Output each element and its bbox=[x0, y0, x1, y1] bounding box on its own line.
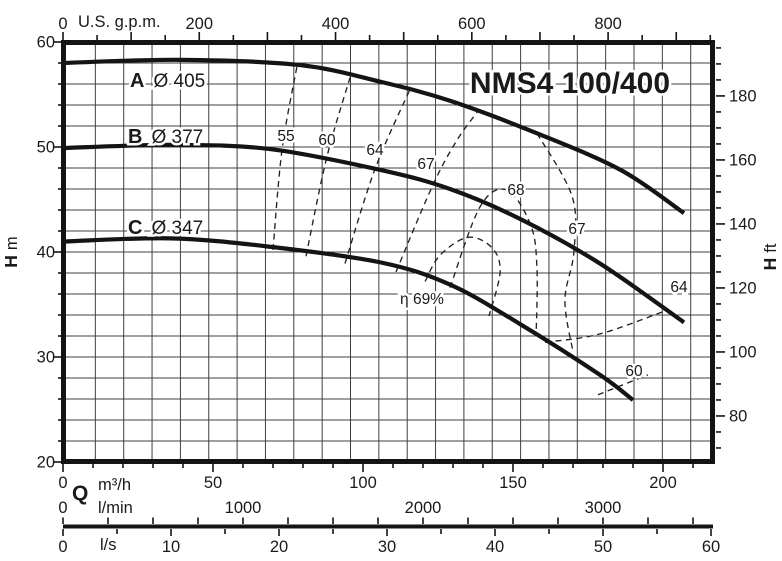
efficiency-contour bbox=[424, 236, 501, 317]
right-tick-label: 160 bbox=[729, 151, 757, 169]
axis-bottom-m3h: 0 50 100 150 200 bbox=[58, 464, 694, 492]
chart-title: NMS4 100/400 bbox=[470, 67, 670, 100]
m3h-tick-label: 200 bbox=[649, 474, 677, 492]
pump-curve-B bbox=[62, 142, 686, 325]
efficiency-label: 60 bbox=[318, 132, 336, 149]
axis-left-m: 20 30 40 50 60 bbox=[37, 34, 62, 472]
efficiency-contour bbox=[305, 74, 352, 257]
gpm-tick-label: 0 bbox=[58, 15, 67, 33]
ls-tick-label: 50 bbox=[594, 538, 612, 556]
efficiency-contour bbox=[395, 111, 478, 273]
axis-bottom-lmin-ls: 0 1000 2000 3000 0 10 20 30 40 50 60 bbox=[58, 499, 720, 556]
efficiency-label: 60 bbox=[625, 363, 643, 380]
efficiency-label: 67 bbox=[417, 156, 434, 173]
efficiency-contours: 55 60 64 67 68 η 69% 67 64 60 bbox=[272, 66, 690, 396]
plot-border bbox=[61, 40, 715, 464]
ls-tick-label: 0 bbox=[58, 538, 67, 556]
ls-axis-unit-label: l/s bbox=[100, 536, 117, 554]
lmin-tick-label: 3000 bbox=[585, 499, 622, 517]
lmin-axis-unit-label: l/min bbox=[98, 499, 133, 517]
right-tick-label: 100 bbox=[729, 343, 757, 361]
left-axis-title: Hm bbox=[1, 236, 21, 267]
left-tick-label: 20 bbox=[37, 454, 55, 472]
lmin-tick-label: 1000 bbox=[225, 499, 262, 517]
m3h-tick-label: 0 bbox=[58, 474, 67, 492]
axis-right-ft: 80 100 120 140 160 180 bbox=[716, 47, 757, 449]
ls-tick-label: 20 bbox=[270, 538, 288, 556]
right-tick-label: 80 bbox=[729, 407, 747, 425]
plot-frame bbox=[61, 40, 715, 464]
flow-symbol-label: Q bbox=[72, 482, 88, 505]
gpm-tick-label: 800 bbox=[594, 15, 622, 33]
left-tick-label: 30 bbox=[37, 349, 55, 367]
left-tick-label: 50 bbox=[37, 139, 55, 157]
efficiency-label: η 69% bbox=[400, 291, 444, 308]
lmin-tick-label: 2000 bbox=[405, 499, 442, 517]
efficiency-label: 64 bbox=[670, 279, 688, 296]
axis-top-gpm: 0 200 400 600 800 bbox=[58, 15, 712, 41]
efficiency-contour bbox=[597, 374, 649, 396]
gpm-tick-label: 400 bbox=[322, 15, 350, 33]
gpm-tick-label: 600 bbox=[458, 15, 486, 33]
efficiency-contour bbox=[536, 133, 577, 352]
right-tick-label: 180 bbox=[729, 87, 757, 105]
m3h-tick-label: 50 bbox=[204, 474, 222, 492]
ls-tick-label: 60 bbox=[702, 538, 720, 556]
lmin-tick-label: 0 bbox=[58, 499, 67, 517]
efficiency-label: 55 bbox=[277, 128, 294, 145]
efficiency-contour bbox=[449, 188, 538, 337]
gpm-tick-label: 200 bbox=[186, 15, 214, 33]
efficiency-label: 67 bbox=[568, 221, 585, 238]
gpm-axis-unit-label: U.S. g.p.m. bbox=[78, 13, 161, 31]
efficiency-contour bbox=[544, 309, 669, 343]
pump-curve-A bbox=[62, 57, 686, 215]
efficiency-label: 64 bbox=[366, 142, 384, 159]
pump-curve-C bbox=[62, 236, 635, 402]
right-tick-label: 140 bbox=[729, 215, 757, 233]
ls-tick-label: 30 bbox=[378, 538, 396, 556]
m3h-tick-label: 100 bbox=[349, 474, 377, 492]
right-axis-title: Hft bbox=[760, 243, 780, 270]
ls-tick-label: 10 bbox=[162, 538, 180, 556]
m3h-tick-label: 150 bbox=[499, 474, 527, 492]
ls-tick-label: 40 bbox=[486, 538, 504, 556]
grid bbox=[63, 42, 713, 462]
left-tick-label: 60 bbox=[37, 34, 55, 52]
m3h-axis-unit-label: m³/h bbox=[98, 476, 131, 494]
right-tick-label: 120 bbox=[729, 279, 757, 297]
efficiency-label: 68 bbox=[507, 182, 524, 199]
left-tick-label: 40 bbox=[37, 244, 55, 262]
